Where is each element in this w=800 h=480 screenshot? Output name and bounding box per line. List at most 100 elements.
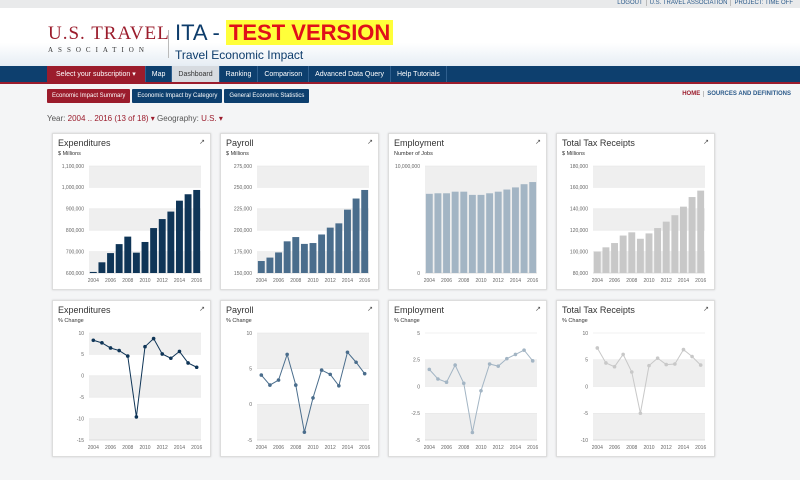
- bar-2004: [89, 271, 97, 273]
- point-2010: [479, 388, 483, 393]
- bar-2010: [645, 233, 653, 273]
- bar-2013: [167, 211, 175, 273]
- y-tick-label: -5: [584, 411, 589, 417]
- point-2005: [268, 383, 272, 387]
- x-tick-label: 2014: [678, 278, 689, 284]
- external-link-icon[interactable]: ↗: [367, 306, 373, 313]
- grid-band: [257, 166, 369, 188]
- x-tick-label: 2016: [359, 445, 370, 451]
- bar-2005: [98, 262, 106, 273]
- app-title: ITA - TEST VERSION: [175, 20, 394, 46]
- external-link-icon[interactable]: ↗: [199, 306, 205, 313]
- chart-subtitle: % Change: [226, 318, 252, 324]
- nav-comparison[interactable]: Comparison: [258, 66, 310, 82]
- nav-help-tutorials[interactable]: Help Tutorials: [391, 66, 447, 82]
- nav-advanced-data-query[interactable]: Advanced Data Query: [309, 66, 391, 82]
- project-link[interactable]: PROJECT: TIME OFF: [730, 0, 796, 6]
- point-2007: [285, 352, 289, 357]
- external-link-icon[interactable]: ↗: [703, 139, 709, 146]
- nav-map[interactable]: Map: [146, 66, 173, 82]
- grid-band: [425, 359, 537, 387]
- x-tick-label: 2004: [256, 445, 267, 451]
- point-2008: [293, 383, 298, 387]
- point-2015: [522, 348, 526, 352]
- x-tick-label: 2008: [458, 445, 469, 451]
- chart-plot: 600,000 700,000 800,000 900,000 1,000,000 1,1…: [62, 164, 203, 284]
- chart-plot: 150,000 175,000 200,000 225,000 250,000 275,0…: [234, 164, 371, 284]
- tab-economic-impact-summary[interactable]: Economic Impact Summary: [47, 89, 131, 103]
- x-tick-label: 2016: [695, 445, 706, 451]
- point-2009: [470, 430, 475, 435]
- chart-plot: 80,000 100,000 120,000 140,000 160,000 180,00…: [570, 164, 707, 284]
- point-2014: [177, 349, 182, 354]
- bar-2016: [361, 189, 369, 273]
- point-2016: [698, 363, 703, 367]
- point-2011: [151, 336, 156, 341]
- bar-2005: [434, 193, 442, 273]
- point-2004: [91, 338, 96, 343]
- tab-economic-impact-by-category[interactable]: Economic Impact by Category: [132, 89, 223, 103]
- bar-2013: [335, 223, 343, 273]
- external-link-icon[interactable]: ↗: [367, 139, 373, 146]
- x-tick-label: 2016: [359, 278, 370, 284]
- y-tick-label: -2.5: [411, 411, 420, 417]
- y-tick-label: 200,000: [234, 228, 252, 234]
- chart-title: Expenditures: [58, 138, 111, 148]
- nav-dashboard[interactable]: Dashboard: [172, 66, 220, 82]
- geography-dropdown[interactable]: U.S. ▾: [201, 114, 223, 123]
- grid-band: [257, 333, 369, 369]
- home-link[interactable]: HOME: [679, 91, 705, 97]
- point-2010: [647, 363, 651, 368]
- logout-link[interactable]: LOGOUT: [617, 0, 643, 6]
- nav-ranking[interactable]: Ranking: [220, 66, 259, 82]
- external-link-icon[interactable]: ↗: [199, 139, 205, 146]
- subscription-dropdown[interactable]: Select your subscription ▾: [47, 66, 146, 82]
- bar-2016: [193, 189, 201, 273]
- bar-2013: [671, 215, 679, 273]
- point-2015: [354, 360, 358, 365]
- chart-plot: -15 -10 -5 0 5 10 2004 2006 2008 2010 2012 2014 2016: [77, 331, 203, 451]
- x-tick-label: 2016: [191, 278, 202, 284]
- test-version-badge: TEST VERSION: [225, 20, 394, 45]
- bar-2005: [602, 247, 610, 273]
- point-2005: [604, 361, 608, 365]
- x-tick-label: 2006: [273, 445, 284, 451]
- org-link[interactable]: U.S. TRAVEL ASSOCIATION: [645, 0, 731, 6]
- main-nav: Select your subscription ▾ Map Dashboard…: [0, 66, 800, 84]
- chart-card-expenditures: Expenditures $ Millions ↗ 600,000 700,000 8…: [52, 133, 211, 290]
- grid-band: [89, 333, 201, 355]
- x-tick-label: 2004: [424, 445, 435, 451]
- x-tick-label: 2006: [105, 278, 116, 284]
- x-tick-label: 2006: [609, 445, 620, 451]
- external-link-icon[interactable]: ↗: [703, 306, 709, 313]
- chart-subtitle: Number of Jobs: [394, 151, 433, 157]
- y-tick-label: 100,000: [570, 249, 588, 255]
- point-2008: [629, 370, 634, 374]
- bar-2011: [486, 193, 494, 273]
- bar-2006: [443, 193, 450, 273]
- y-tick-label: 180,000: [570, 164, 588, 170]
- external-link-icon[interactable]: ↗: [535, 139, 541, 146]
- year-dropdown[interactable]: 2004 .. 2016 (13 of 18) ▾: [67, 114, 155, 123]
- x-tick-label: 2008: [626, 445, 637, 451]
- chart-subtitle: % Change: [58, 318, 84, 324]
- chart-plot: -5 0 5 10 2004 2006 2008 2010 2012 2014 2016: [246, 331, 370, 451]
- point-2008: [125, 354, 130, 358]
- y-tick-label: 900,000: [66, 207, 84, 213]
- x-tick-label: 2012: [325, 445, 336, 451]
- y-tick-label: 0: [81, 374, 84, 380]
- x-tick-label: 2004: [256, 278, 267, 284]
- point-2005: [100, 341, 104, 345]
- bar-2016: [697, 190, 705, 273]
- bar-2007: [283, 241, 291, 273]
- x-tick-label: 2008: [122, 278, 133, 284]
- bar-2009: [468, 194, 476, 273]
- us-travel-logo[interactable]: U.S. TRAVEL ASSOCIATION: [48, 23, 170, 54]
- tab-general-economic-statistics[interactable]: General Economic Statistics: [224, 89, 310, 103]
- external-link-icon[interactable]: ↗: [535, 306, 541, 313]
- x-tick-label: 2008: [458, 278, 469, 284]
- x-tick-label: 2008: [290, 445, 301, 451]
- chart-title: Expenditures: [58, 305, 111, 315]
- sources-link[interactable]: SOURCES AND DEFINITIONS: [707, 91, 791, 97]
- chart-plot: 0 10,000,000 2004 2006 2008 2010 2012 2014 2016: [395, 164, 539, 284]
